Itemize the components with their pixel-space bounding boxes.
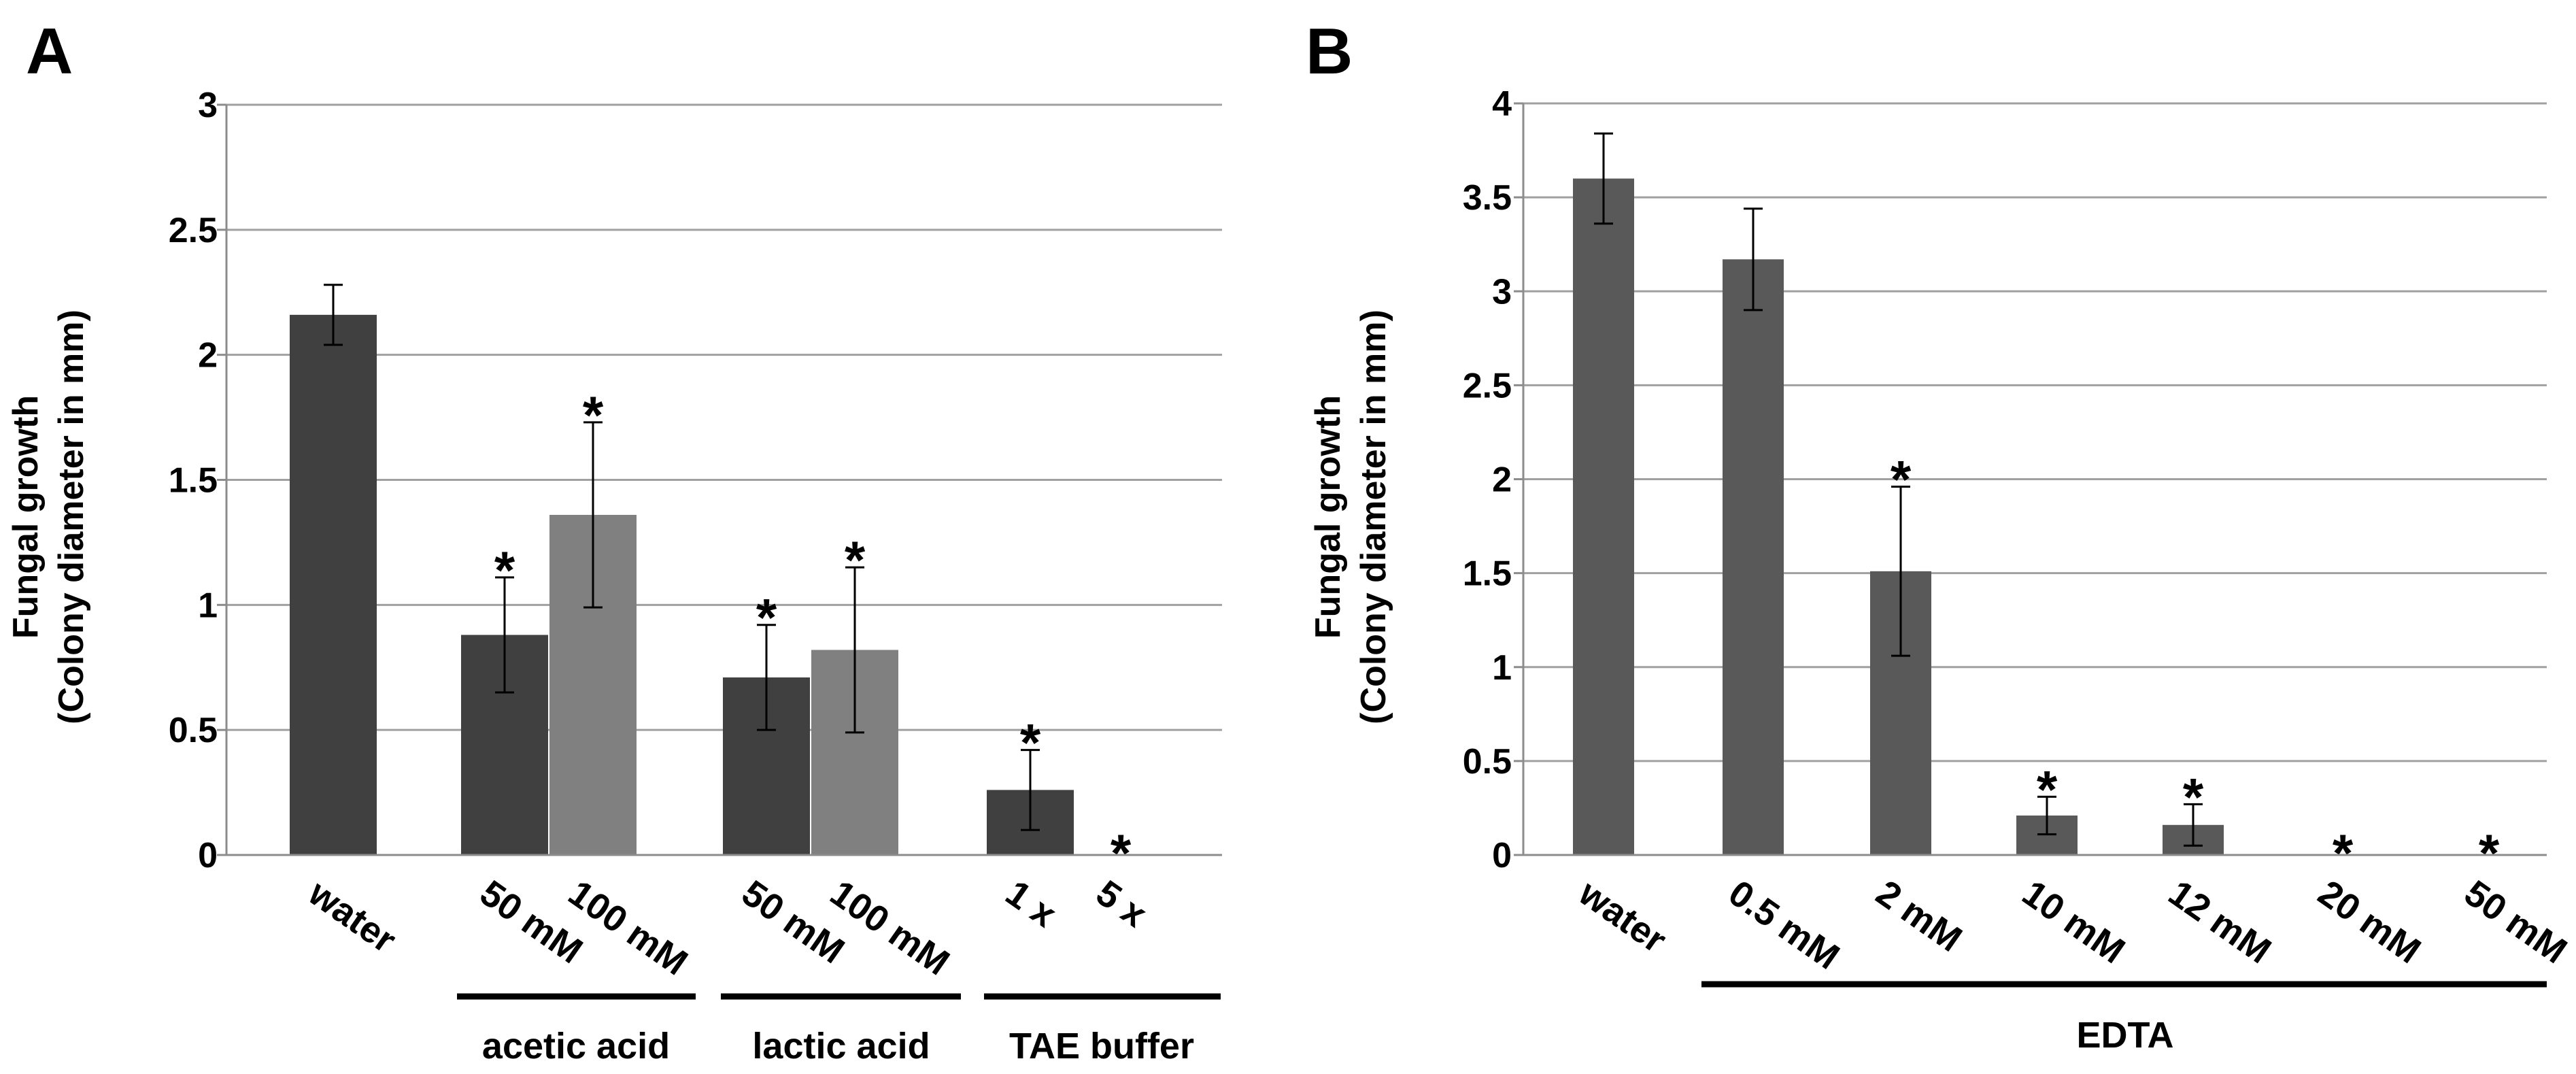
- panel-b-y-axis-title-line2: (Colony diameter in mm): [1354, 309, 1393, 724]
- panel-a-letter: A: [26, 15, 73, 88]
- panel-a-group-label-acetic: acetic acid: [482, 1026, 670, 1067]
- panel-a-x-tick-label: 5 x: [1089, 873, 1154, 935]
- panel-b-x-tick-label: 10 mM: [2015, 873, 2132, 972]
- panel-a-x-tick-label: 50 mM: [473, 873, 590, 972]
- panel-b-y-tick-label: 3.5: [1463, 178, 1512, 218]
- panel-b-error-bars: [1594, 132, 2203, 847]
- panel-b-letter: B: [1306, 15, 1353, 88]
- panel-a-significance-stars: * * * * * *: [494, 385, 1132, 883]
- panel-a-significance-star: *: [494, 540, 515, 600]
- panel-a-bars: [290, 314, 1074, 856]
- panel-a-significance-star: *: [1020, 713, 1041, 773]
- panel-a-error-bars: [324, 284, 1040, 831]
- panel-a-gridlines: [217, 103, 1222, 856]
- panel-b-y-tick-label: 1.5: [1463, 554, 1512, 594]
- panel-a-x-tick-label: 50 mM: [734, 873, 851, 972]
- panel-b-significance-star: *: [2479, 823, 2500, 883]
- panel-b-x-tick-label: water: [1571, 872, 1674, 961]
- panel-a-group-label-lactic: lactic acid: [752, 1026, 930, 1067]
- panel-a-chart: A 0 0.5 1 1.5 2 2.5 3 Fungal growth (Colony di…: [6, 15, 1222, 1067]
- panel-b-y-tick-label: 1: [1492, 648, 1512, 688]
- panel-a-x-tick-label: 100 mM: [823, 873, 957, 984]
- panel-a-significance-star: *: [1111, 823, 1132, 883]
- panel-b-x-tick-label: 2 mM: [1869, 873, 1969, 960]
- panel-a-y-tick-label: 3: [198, 86, 218, 125]
- panel-a-x-tick-label: 1 x: [998, 873, 1064, 935]
- panel-a-significance-star: *: [583, 385, 604, 445]
- panel-b-gridlines: [1514, 102, 2547, 856]
- panel-b-chart: B 0 0.5 1 1.5 2 2.5 3 3.5 4 Fungal growth (Colon…: [1306, 15, 2574, 1056]
- panel-b-significance-star: *: [2183, 767, 2204, 826]
- panel-b-y-axis-title-line1: Fungal growth: [1308, 395, 1348, 639]
- panel-a-group-label-tae: TAE buffer: [1009, 1026, 1194, 1067]
- panel-b-significance-stars: * * * * *: [1891, 450, 2500, 883]
- panel-b-axes: [1522, 103, 2547, 856]
- panel-b-y-tick-label: 0: [1492, 836, 1512, 875]
- panel-b-y-tick-label: 0.5: [1463, 742, 1512, 782]
- panel-a-x-tick-label: 100 mM: [561, 873, 695, 984]
- panel-a-bar: [290, 314, 377, 856]
- panel-a-y-tick-label: 1.5: [169, 461, 218, 501]
- panel-b-x-tick-label: 0.5 mM: [1721, 873, 1846, 977]
- panel-b-bars: [1573, 178, 2224, 856]
- panel-b-x-tick-label: 20 mM: [2311, 873, 2428, 972]
- panel-b-significance-star: *: [1891, 450, 1912, 509]
- panel-b-significance-star: *: [2037, 759, 2058, 819]
- panel-b-y-tick-label: 4: [1492, 84, 1512, 124]
- panel-a-y-tick-label: 0.5: [169, 711, 218, 750]
- panel-a-axes: [225, 105, 1222, 856]
- panel-a-significance-star: *: [756, 588, 777, 648]
- panel-b-significance-star: *: [2333, 823, 2354, 883]
- panel-b-y-tick-label: 2.5: [1463, 366, 1512, 405]
- panel-a-y-tick-label: 2: [198, 336, 218, 375]
- panel-b-bar: [1573, 178, 1634, 855]
- panel-b-y-tick-label: 2: [1492, 460, 1512, 500]
- panel-b-group-label-edta: EDTA: [2077, 1015, 2174, 1056]
- panel-a-y-tick-label: 1: [198, 586, 218, 625]
- panel-b-x-tick-label: 50 mM: [2457, 873, 2574, 972]
- panel-b-bar: [1723, 259, 1784, 856]
- panel-b-x-tick-labels: water 0.5 mM 2 mM 10 mM 12 mM 20 mM 50 mM: [1571, 872, 2574, 977]
- panel-b-y-tick-labels: 0 0.5 1 1.5 2 2.5 3 3.5 4: [1463, 84, 1512, 875]
- panel-a-y-tick-label: 2.5: [169, 211, 218, 250]
- panel-b-y-tick-label: 3: [1492, 272, 1512, 312]
- panel-a-y-tick-label: 0: [198, 836, 218, 875]
- panel-a-x-tick-label: water: [301, 872, 403, 961]
- panel-a-y-tick-labels: 0 0.5 1 1.5 2 2.5 3: [169, 86, 218, 875]
- panel-b-x-tick-label: 12 mM: [2161, 873, 2278, 972]
- panel-a-significance-star: *: [845, 530, 866, 590]
- panel-a-y-axis-title-line2: (Colony diameter in mm): [52, 309, 91, 724]
- panel-a-y-axis-title-line1: Fungal growth: [6, 395, 46, 639]
